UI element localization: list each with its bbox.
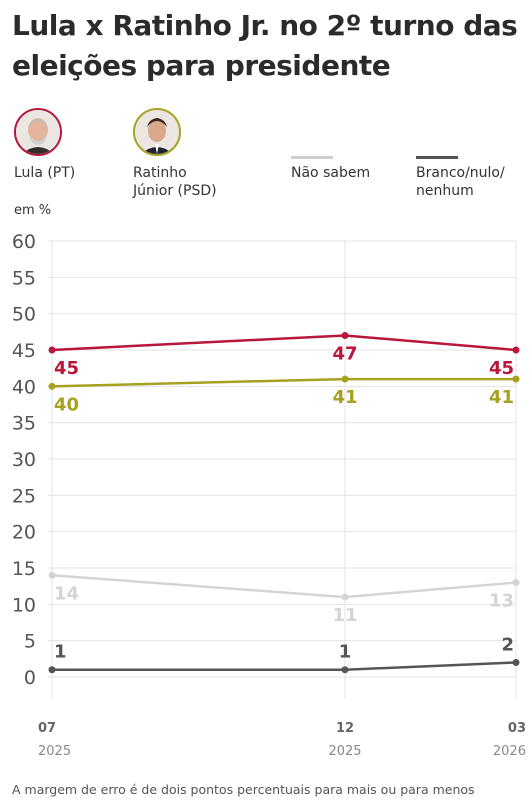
data-label: 45: [54, 358, 79, 379]
legend-branco-label: Branco/nulo/ nenhum: [416, 164, 505, 200]
x-tick-year: 2026: [493, 744, 526, 759]
data-label: 13: [489, 591, 514, 612]
x-tick-day: 12: [336, 721, 354, 736]
data-label: 41: [332, 387, 357, 408]
data-point: [48, 666, 56, 674]
series-line: [51, 574, 517, 599]
x-tick-day: 03: [508, 721, 526, 736]
legend-branco-line1: Branco/nulo/: [416, 165, 505, 181]
data-label: 47: [332, 343, 357, 364]
y-tick-label: 20: [12, 522, 36, 544]
data-point: [512, 375, 520, 383]
data-point: [512, 346, 520, 354]
series-line: [51, 377, 516, 388]
data-label: 45: [489, 358, 514, 379]
x-tick-year: 2025: [38, 744, 71, 759]
candidate-photo-lula-icon: [14, 108, 62, 156]
data-label: 1: [339, 642, 352, 663]
y-tick-label: 25: [12, 485, 36, 507]
legend-lula-label: Lula (PT): [14, 165, 76, 181]
legend-nao-sabem-label: Não sabem: [291, 165, 371, 181]
data-label: 2: [501, 634, 514, 655]
data-point: [341, 375, 349, 383]
data-point: [512, 658, 520, 666]
units-label: em %: [14, 203, 52, 218]
chart-title: Lula x Ratinho Jr. no 2º turno das eleiç…: [12, 9, 518, 82]
data-label: 14: [54, 583, 79, 604]
y-tick-label: 50: [12, 304, 36, 326]
data-point: [48, 346, 56, 354]
y-tick-label: 35: [12, 413, 36, 435]
y-tick-label: 30: [12, 449, 36, 471]
legend-branco-line2: nenhum: [416, 183, 474, 199]
y-tick-label: 60: [12, 231, 36, 253]
data-label: 11: [332, 605, 357, 626]
data-label: 40: [54, 394, 79, 415]
y-tick-label: 0: [24, 667, 36, 689]
legend-ratinho-line2: Júnior (PSD): [133, 183, 217, 199]
candidate-photo-ratinho-icon: [133, 108, 181, 156]
data-label: 1: [54, 642, 67, 663]
margin-of-error-note: A margem de erro é de dois pontos percen…: [12, 782, 475, 797]
data-point: [48, 571, 56, 579]
legend: Lula (PT) Ratinho Júnior (PSD) Não sabem…: [0, 108, 532, 208]
line-chart: 0510152025303540455055600720251220250320…: [12, 231, 526, 759]
x-tick-day: 07: [38, 721, 56, 736]
y-tick-label: 55: [12, 267, 36, 289]
legend-nao-sabem-line: [291, 156, 333, 159]
legend-branco-line: [416, 156, 458, 159]
data-point: [341, 593, 349, 601]
y-tick-label: 40: [12, 376, 36, 398]
x-tick-year: 2025: [328, 744, 361, 759]
series-line: [51, 334, 517, 352]
y-tick-label: 10: [12, 594, 36, 616]
y-tick-label: 5: [24, 631, 36, 653]
series-line: [52, 661, 517, 671]
legend-ratinho-label: Ratinho Júnior (PSD): [133, 164, 217, 200]
data-point: [341, 666, 349, 674]
y-tick-label: 15: [12, 558, 36, 580]
data-point: [48, 382, 56, 390]
data-label: 41: [489, 387, 514, 408]
y-tick-label: 45: [12, 340, 36, 362]
legend-ratinho-line1: Ratinho: [133, 165, 187, 181]
data-point: [341, 331, 349, 339]
data-point: [512, 579, 520, 587]
